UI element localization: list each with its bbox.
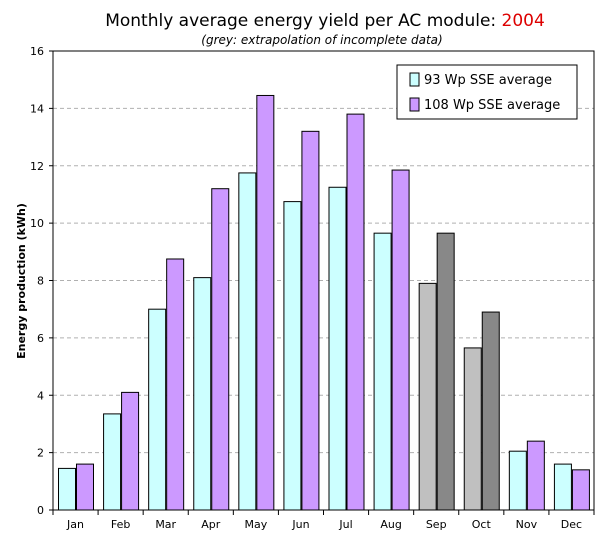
bar-sep-series-1 (436, 232, 455, 511)
legend: 93 Wp SSE average 108 Wp SSE average (396, 64, 578, 120)
legend-swatch-108wp (409, 97, 420, 112)
bar-may-series-0 (238, 172, 257, 511)
bar-sep-series-0 (418, 282, 437, 511)
y-tick-label: 4 (37, 389, 44, 402)
y-tick-label: 14 (30, 102, 44, 115)
bar-jul-series-0 (328, 186, 347, 511)
chart-title: Monthly average energy yield per AC modu… (105, 11, 545, 31)
chart-title-year: 2004 (502, 11, 545, 31)
bar-jun-series-0 (283, 201, 302, 511)
bar-aug-series-1 (391, 169, 410, 511)
y-tick-label: 6 (37, 332, 44, 345)
bar-jul-series-1 (346, 113, 365, 511)
bar-jun-series-1 (301, 130, 320, 511)
bar-jan-series-1 (76, 463, 94, 511)
legend-box (396, 64, 578, 120)
y-tick-label: 8 (37, 275, 44, 288)
y-tick-label: 16 (30, 45, 44, 58)
bar-nov-series-1 (526, 440, 545, 511)
y-tick-label: 10 (30, 217, 44, 230)
y-tick-label: 0 (37, 504, 44, 517)
bar-nov-series-0 (508, 450, 527, 511)
legend-swatch-93wp (409, 72, 420, 87)
x-axis-ticks: Jan Feb Mar Apr May Jun Jul Aug Sep Oct Nov Dec (52, 510, 595, 531)
y-tick-label: 2 (37, 447, 44, 460)
bar-may-series-1 (256, 94, 275, 511)
bar-aug-series-0 (373, 232, 392, 511)
x-tick-label: Feb (111, 518, 130, 531)
bars (58, 94, 590, 511)
bar-oct-series-0 (463, 347, 482, 511)
y-tick-label: 12 (30, 160, 44, 173)
legend-label-108wp: 108 Wp SSE average (424, 98, 560, 113)
x-tick-label: Sep (426, 518, 447, 531)
bar-feb-series-1 (121, 391, 140, 511)
x-tick-label: May (245, 518, 268, 531)
bar-mar-series-0 (148, 308, 167, 511)
y-axis-ticks: 0 2 4 6 8 10 12 14 16 (30, 45, 53, 517)
bar-oct-series-1 (481, 311, 500, 511)
bar-dec-series-0 (553, 463, 572, 511)
x-tick-label: Jun (291, 518, 309, 531)
bar-mar-series-1 (166, 258, 185, 511)
x-tick-label: Apr (201, 518, 221, 531)
plot-area (52, 50, 595, 511)
bar-dec-series-1 (571, 469, 590, 511)
x-tick-label: Dec (561, 518, 582, 531)
x-tick-label: Oct (472, 518, 492, 531)
x-tick-label: Aug (380, 518, 401, 531)
bar-apr-series-0 (193, 277, 212, 511)
y-axis-label: Energy production (kWh) (15, 203, 28, 359)
bar-feb-series-0 (103, 413, 122, 511)
bar-apr-series-1 (211, 188, 230, 511)
x-tick-label: Nov (516, 518, 538, 531)
x-tick-label: Mar (155, 518, 176, 531)
x-tick-label: Jan (66, 518, 84, 531)
bar-jan-series-0 (58, 467, 76, 511)
x-tick-label: Jul (338, 518, 352, 531)
chart-subtitle: (grey: extrapolation of incomplete data) (201, 33, 442, 47)
chart-title-text: Monthly average energy yield per AC modu… (105, 11, 501, 31)
legend-label-93wp: 93 Wp SSE average (424, 73, 552, 88)
